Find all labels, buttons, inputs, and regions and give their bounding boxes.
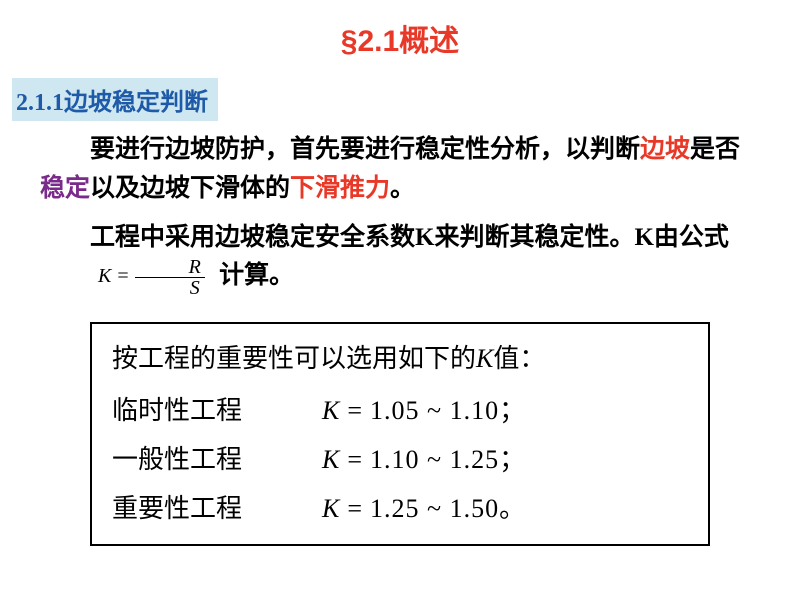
paragraph-2: 工程中采用边坡稳定安全系数K来判断其稳定性。K由公式 K = RS 计算。	[40, 219, 760, 299]
p2-text-2: 计算。	[219, 262, 294, 289]
range-value: 1.25 ~ 1.50	[370, 494, 499, 523]
equals-sign: =	[347, 396, 362, 425]
equals-sign: =	[347, 494, 362, 523]
fraction: RS	[135, 257, 205, 298]
p1-highlight-stable: 稳定	[40, 175, 90, 202]
p1-text-4: 。	[390, 175, 415, 202]
row-label: 临时性工程	[112, 386, 322, 435]
row-tail: ；	[499, 445, 525, 474]
p2-text-1: 工程中采用边坡稳定安全系数K来判断其稳定性。K由公式	[90, 224, 729, 251]
formula-k-equals-r-over-s: K = RS	[48, 257, 205, 298]
row-label: 重要性工程	[112, 484, 322, 533]
table-header-k: K	[476, 334, 493, 383]
equals-sign: =	[117, 265, 128, 287]
k-symbol: K	[322, 445, 339, 474]
table-header-t1: 按工程的重要性可以选用如下的	[112, 334, 476, 383]
row-value: K = 1.25 ~ 1.50。	[322, 484, 525, 533]
table-row: 临时性工程 K = 1.05 ~ 1.10；	[112, 386, 688, 435]
formula-lhs: K	[98, 265, 111, 287]
row-value: K = 1.10 ~ 1.25；	[322, 435, 525, 484]
table-row: 一般性工程 K = 1.10 ~ 1.25；	[112, 435, 688, 484]
fraction-denominator: S	[135, 278, 205, 298]
table-header: 按工程的重要性可以选用如下的 K 值：	[112, 334, 688, 383]
table-header-t2: 值：	[493, 334, 545, 383]
p1-highlight-slope: 边坡	[640, 136, 690, 163]
p1-text-1: 要进行边坡防护，首先要进行稳定性分析，以判断	[90, 136, 640, 163]
paragraph-1: 要进行边坡防护，首先要进行稳定性分析，以判断边坡是否稳定以及边坡下滑体的下滑推力…	[40, 131, 760, 209]
range-value: 1.05 ~ 1.10	[370, 396, 499, 425]
p1-highlight-force: 下滑推力	[290, 175, 390, 202]
row-value: K = 1.05 ~ 1.10；	[322, 386, 525, 435]
p1-text-2: 是否	[690, 136, 740, 163]
section-title: §2.1概述	[0, 0, 800, 60]
row-tail: ；	[499, 396, 525, 425]
p1-text-3: 以及边坡下滑体的	[90, 175, 290, 202]
fraction-numerator: R	[135, 257, 205, 278]
subsection-title: 2.1.1边坡稳定判断	[12, 78, 218, 121]
k-values-table: 按工程的重要性可以选用如下的 K 值： 临时性工程 K = 1.05 ~ 1.10；…	[90, 322, 710, 546]
k-symbol: K	[322, 494, 339, 523]
row-tail: 。	[499, 494, 525, 523]
range-value: 1.10 ~ 1.25	[370, 445, 499, 474]
row-label: 一般性工程	[112, 435, 322, 484]
k-symbol: K	[322, 396, 339, 425]
equals-sign: =	[347, 445, 362, 474]
table-row: 重要性工程 K = 1.25 ~ 1.50。	[112, 484, 688, 533]
